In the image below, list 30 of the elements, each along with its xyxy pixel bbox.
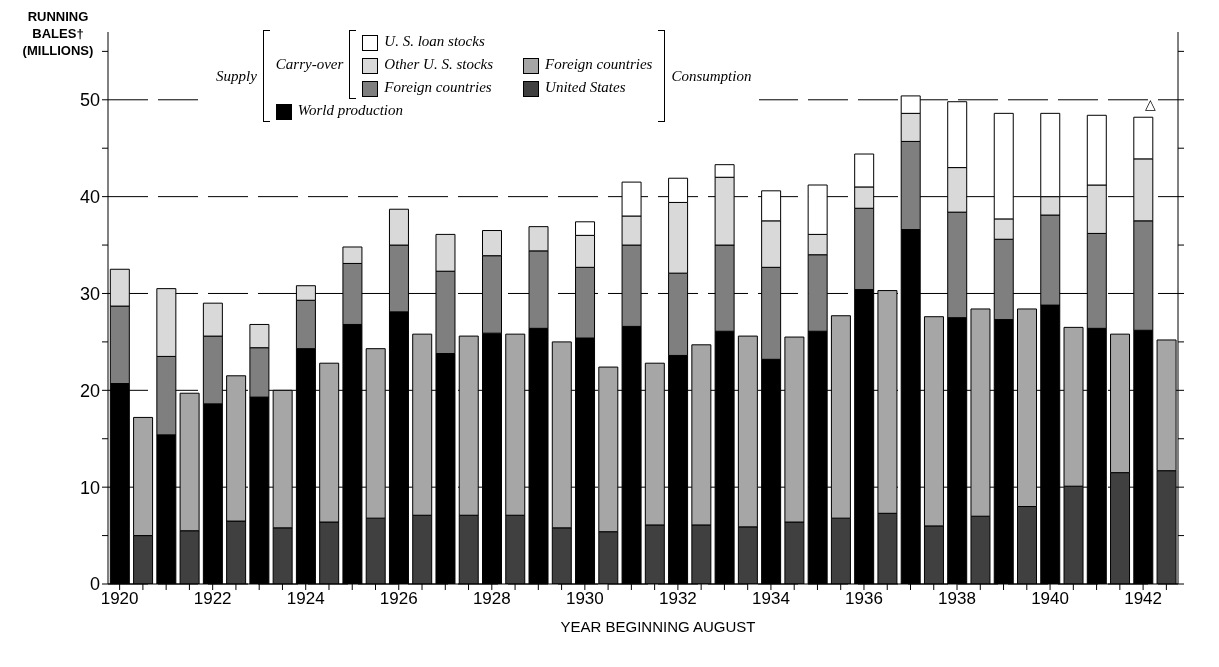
x-tick-label: 1920 <box>100 589 139 609</box>
x-tick-label: 1938 <box>938 589 976 609</box>
x-axis-title: YEAR BEGINNING AUGUST <box>559 618 757 635</box>
legend-label: Foreign countries <box>384 79 492 95</box>
x-tick-label: 1930 <box>565 589 604 609</box>
legend-label: Other U. S. stocks <box>384 56 494 72</box>
legend-label: World production <box>297 102 403 118</box>
annotation: Supply <box>216 67 257 85</box>
x-tick-label: 1922 <box>193 589 232 609</box>
legend-label: Foreign countries <box>545 56 653 72</box>
x-tick-label: 1940 <box>1031 589 1069 609</box>
annotation: Consumption <box>671 67 752 85</box>
legend-label: U. S. loan stocks <box>384 33 485 49</box>
x-tick-label: 1926 <box>379 589 418 609</box>
y-axis-title: RUNNING BALES† (MILLIONS) <box>21 8 95 59</box>
y-tick-label: 30 <box>79 283 100 304</box>
y-tick-label: 20 <box>79 380 100 401</box>
x-tick-label: 1936 <box>845 589 883 609</box>
y-tick-label: 10 <box>79 477 100 498</box>
annotation: △ <box>1145 96 1156 112</box>
x-tick-label: 1928 <box>472 589 511 609</box>
y-tick-label: 50 <box>79 90 100 111</box>
y-tick-label: 40 <box>79 187 100 208</box>
x-tick-label: 1932 <box>658 589 697 609</box>
annotation: Carry-over <box>275 56 344 73</box>
legend-label: United States <box>545 79 626 95</box>
y-tick-label: 0 <box>89 574 100 595</box>
x-tick-label: 1924 <box>286 589 325 609</box>
x-tick-label: 1934 <box>752 589 790 609</box>
x-tick-label: 1942 <box>1124 589 1163 609</box>
